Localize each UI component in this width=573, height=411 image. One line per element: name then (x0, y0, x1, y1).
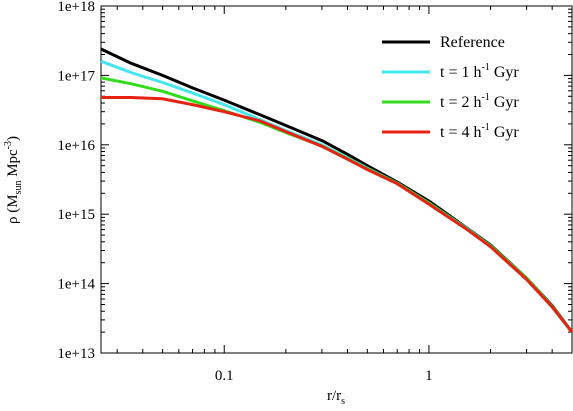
y-tick-label: 1e+13 (57, 346, 95, 362)
y-tick-label: 1e+14 (57, 277, 95, 293)
legend-label-t4: t = 4 h-1 Gyr (440, 122, 519, 141)
x-tick-label: 0.1 (215, 368, 234, 384)
legend: Reference t = 1 h-1 Gyr t = 2 h-1 Gyr t … (382, 34, 519, 141)
y-tick-label: 1e+17 (57, 68, 95, 84)
series-line-reference (100, 47, 573, 333)
y-axis-label: ρ (Msun Mpc-3) (3, 136, 24, 224)
legend-label-t1: t = 1 h-1 Gyr (440, 62, 519, 81)
axis-ticks (101, 5, 573, 354)
legend-label-t2: t = 2 h-1 Gyr (440, 92, 519, 111)
y-axis-label-suffix: ) (5, 136, 21, 141)
y-axis-label-sup: -3 (3, 141, 14, 149)
y-axis-label-mid: Mpc (5, 149, 21, 181)
plot-frame (100, 5, 573, 354)
y-axis-label-prefix: ρ (M (5, 194, 21, 224)
legend-label-t2-pre: t = 2 h (440, 94, 481, 111)
legend-label-t1-sup: -1 (481, 62, 489, 73)
series-lines (100, 47, 573, 334)
x-axis-label-main: r/r (327, 388, 341, 404)
axis-tick-labels: 1e+13 1e+14 1e+15 1e+16 1e+17 1e+18 0.1 1 (57, 0, 432, 384)
x-tick-label: 1 (425, 368, 433, 384)
legend-label-t4-pre: t = 4 h (440, 124, 481, 141)
x-axis-label-sub: s (341, 396, 345, 407)
legend-label-t4-sup: -1 (481, 122, 489, 133)
y-tick-label: 1e+16 (57, 138, 95, 154)
series-line-t2 (100, 76, 573, 334)
legend-label-t1-post: Gyr (490, 64, 520, 81)
x-axis-label: r/rs (327, 388, 345, 407)
legend-label-t4-post: Gyr (490, 124, 520, 141)
y-axis-label-sub: sun (13, 181, 24, 195)
series-line-t4 (101, 96, 573, 334)
legend-label-t1-pre: t = 1 h (440, 64, 481, 81)
y-tick-label: 1e+15 (57, 207, 95, 223)
legend-label-reference: Reference (440, 34, 505, 51)
y-tick-label: 1e+18 (57, 0, 95, 15)
legend-label-t2-sup: -1 (481, 92, 489, 103)
legend-label-t2-post: Gyr (490, 94, 520, 111)
